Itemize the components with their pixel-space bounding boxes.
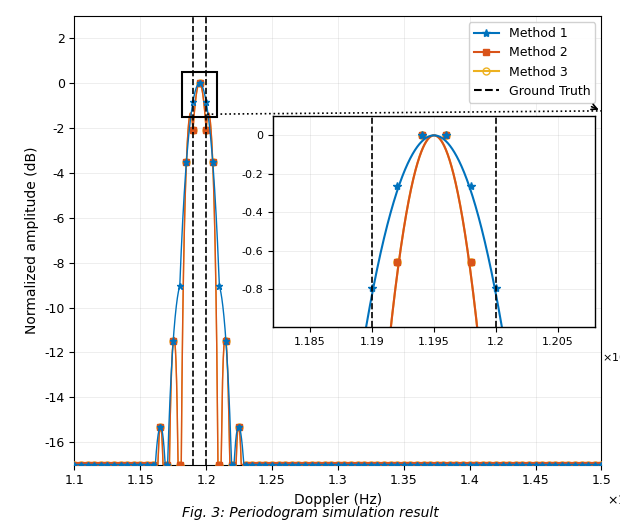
Bar xyxy=(182,72,216,117)
X-axis label: Doppler (Hz): Doppler (Hz) xyxy=(294,493,382,507)
Text: $\times10^4$: $\times10^4$ xyxy=(601,348,620,365)
Text: $\times10^4$: $\times10^4$ xyxy=(606,492,620,508)
Text: Fig. 3: Periodogram simulation result: Fig. 3: Periodogram simulation result xyxy=(182,506,438,521)
Legend: Method 1, Method 2, Method 3, Ground Truth: Method 1, Method 2, Method 3, Ground Tru… xyxy=(469,22,595,103)
Y-axis label: Normalized amplitude (dB): Normalized amplitude (dB) xyxy=(25,146,38,334)
